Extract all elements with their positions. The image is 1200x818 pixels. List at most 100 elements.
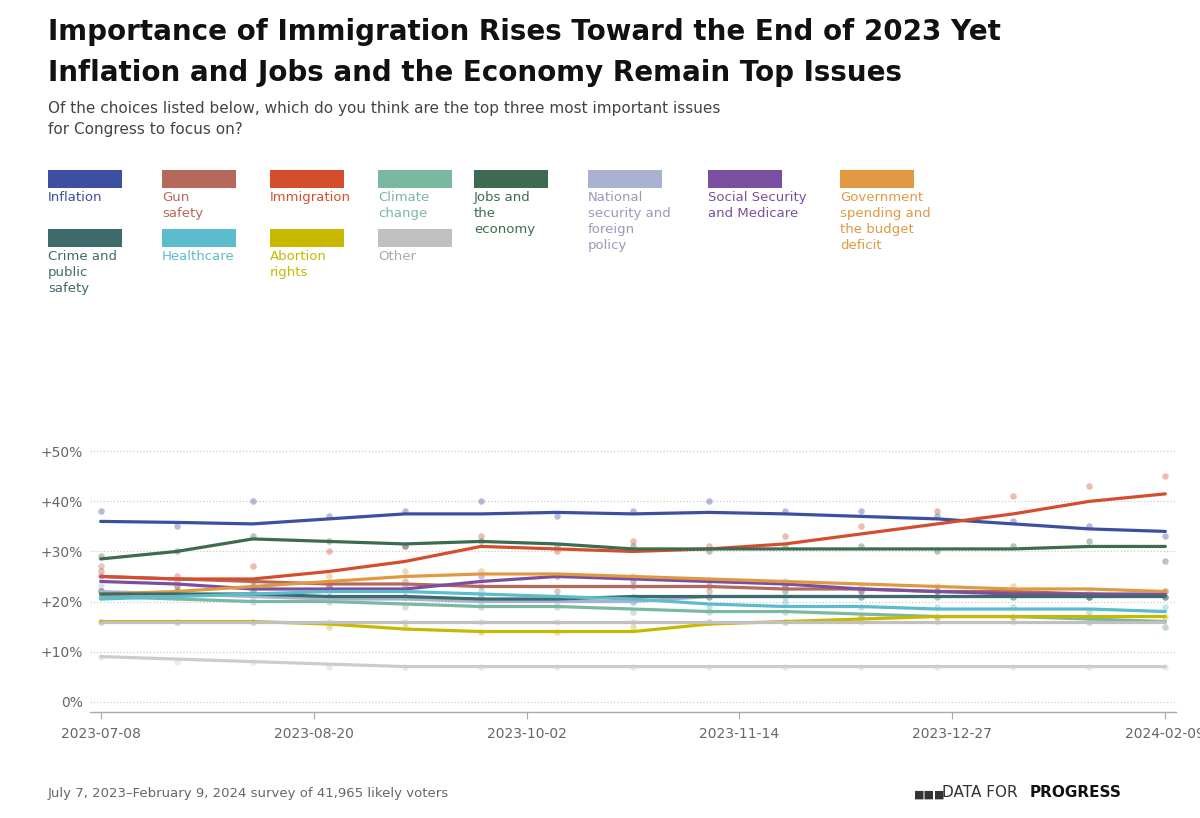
Point (167, 580, 186, 593)
Point (928, 615, 947, 628)
Point (244, 530, 263, 543)
Point (472, 495, 491, 508)
Point (700, 580, 719, 593)
Point (1003, 600, 1022, 613)
Point (319, 535, 338, 548)
Point (91, 615, 110, 628)
Text: ■■■: ■■■ (914, 790, 946, 800)
Point (624, 505, 643, 518)
Point (852, 615, 871, 628)
Point (1003, 515, 1022, 528)
Point (91, 650, 110, 663)
Point (167, 580, 186, 593)
Point (1003, 585, 1022, 598)
Text: PROGRESS: PROGRESS (1030, 785, 1122, 800)
Point (775, 575, 794, 588)
Point (547, 510, 566, 523)
Point (167, 520, 186, 533)
Point (1080, 535, 1099, 548)
Point (928, 580, 947, 593)
Point (244, 615, 263, 628)
Text: Jobs and
the
economy: Jobs and the economy (474, 191, 535, 236)
Point (1003, 590, 1022, 603)
Point (775, 540, 794, 553)
Point (624, 595, 643, 608)
Point (244, 595, 263, 608)
Point (852, 585, 871, 598)
Point (852, 520, 871, 533)
Point (167, 590, 186, 603)
Point (928, 610, 947, 623)
Point (1080, 590, 1099, 603)
Point (319, 590, 338, 603)
Point (775, 530, 794, 543)
Point (91, 615, 110, 628)
Point (244, 585, 263, 598)
Point (472, 530, 491, 543)
Point (472, 600, 491, 613)
Point (472, 565, 491, 578)
Point (167, 615, 186, 628)
Point (91, 580, 110, 593)
Point (472, 585, 491, 598)
Point (624, 660, 643, 673)
Text: Other: Other (378, 250, 416, 263)
Point (624, 605, 643, 618)
Point (928, 590, 947, 603)
Point (395, 615, 414, 628)
Point (775, 590, 794, 603)
Point (395, 580, 414, 593)
Point (547, 600, 566, 613)
Text: Importance of Immigration Rises Toward the End of 2023 Yet: Importance of Immigration Rises Toward t… (48, 18, 1001, 46)
Text: Inflation: Inflation (48, 191, 102, 204)
Text: Climate
change: Climate change (378, 191, 430, 220)
Point (91, 570, 110, 583)
Point (91, 565, 110, 578)
Point (395, 600, 414, 613)
Point (1003, 610, 1022, 623)
Point (928, 585, 947, 598)
Text: July 7, 2023–February 9, 2024 survey of 41,965 likely voters: July 7, 2023–February 9, 2024 survey of … (48, 787, 449, 800)
Point (395, 590, 414, 603)
Point (319, 620, 338, 633)
Point (624, 540, 643, 553)
Point (775, 580, 794, 593)
Point (775, 505, 794, 518)
Point (775, 615, 794, 628)
Point (1156, 590, 1175, 603)
Point (928, 585, 947, 598)
Point (395, 590, 414, 603)
Point (472, 570, 491, 583)
Point (244, 575, 263, 588)
Point (1156, 590, 1175, 603)
Point (852, 660, 871, 673)
Point (1003, 580, 1022, 593)
Point (624, 575, 643, 588)
Point (1080, 615, 1099, 628)
Point (1080, 605, 1099, 618)
Point (91, 590, 110, 603)
Point (1003, 660, 1022, 673)
Point (928, 505, 947, 518)
Point (775, 660, 794, 673)
Point (547, 570, 566, 583)
Point (1156, 590, 1175, 603)
Point (624, 570, 643, 583)
Point (1080, 590, 1099, 603)
Point (928, 660, 947, 673)
Point (1156, 660, 1175, 673)
Point (395, 660, 414, 673)
Point (547, 590, 566, 603)
Point (852, 580, 871, 593)
Point (852, 600, 871, 613)
Point (395, 575, 414, 588)
Point (624, 595, 643, 608)
Point (852, 610, 871, 623)
Point (1156, 585, 1175, 598)
Point (1003, 540, 1022, 553)
Point (395, 565, 414, 578)
Point (700, 660, 719, 673)
Point (547, 615, 566, 628)
Point (547, 570, 566, 583)
Point (319, 580, 338, 593)
